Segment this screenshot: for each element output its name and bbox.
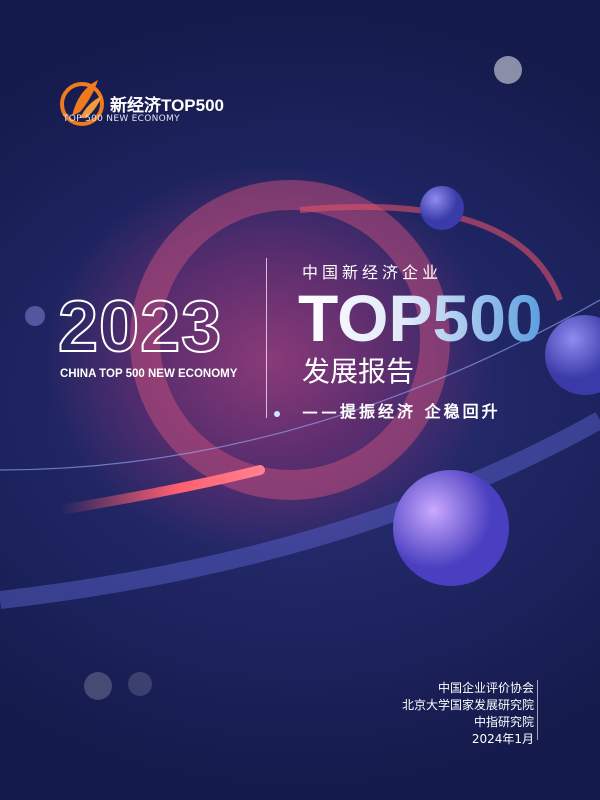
purple-sphere-small [420,186,464,230]
orbit-line [0,299,600,471]
publisher-divider [537,680,538,740]
publisher: 中国企业评价协会 [437,681,534,695]
purple-sphere-large [393,470,509,586]
title-line-1: 中国新经济企业 [302,263,443,282]
logo-wing-icon [60,80,104,126]
red-streak [55,465,265,515]
blur-orb [128,672,152,696]
publisher: 中指研究院 [473,715,534,729]
title-top500: TOP500 [298,281,543,355]
year: 2023 [57,286,223,368]
blur-orb [84,672,112,700]
year-subtitle: CHINA TOP 500 NEW ECONOMY [60,368,238,380]
blur-orb [25,306,45,326]
publish-date: 2024年1月 [471,732,534,746]
slogan: ——提振经济 企稳回升 [302,402,501,421]
title-line-3: 发展报告 [302,355,415,388]
pink-ring [130,180,450,500]
publishers: 中国企业评价协会 北京大学国家发展研究院 中指研究院 2024年1月 [402,680,534,748]
divider [266,258,267,418]
logo-name: 新经济TOP500 [110,96,225,115]
orbit-dot [274,411,280,417]
purple-sphere-right [545,315,600,395]
publisher: 北京大学国家发展研究院 [401,698,534,712]
blur-orb [494,56,522,84]
orbit-line-2 [0,412,600,609]
red-arc [299,203,563,302]
logo-subtitle: TOP 500 NEW ECONOMY [63,114,180,124]
